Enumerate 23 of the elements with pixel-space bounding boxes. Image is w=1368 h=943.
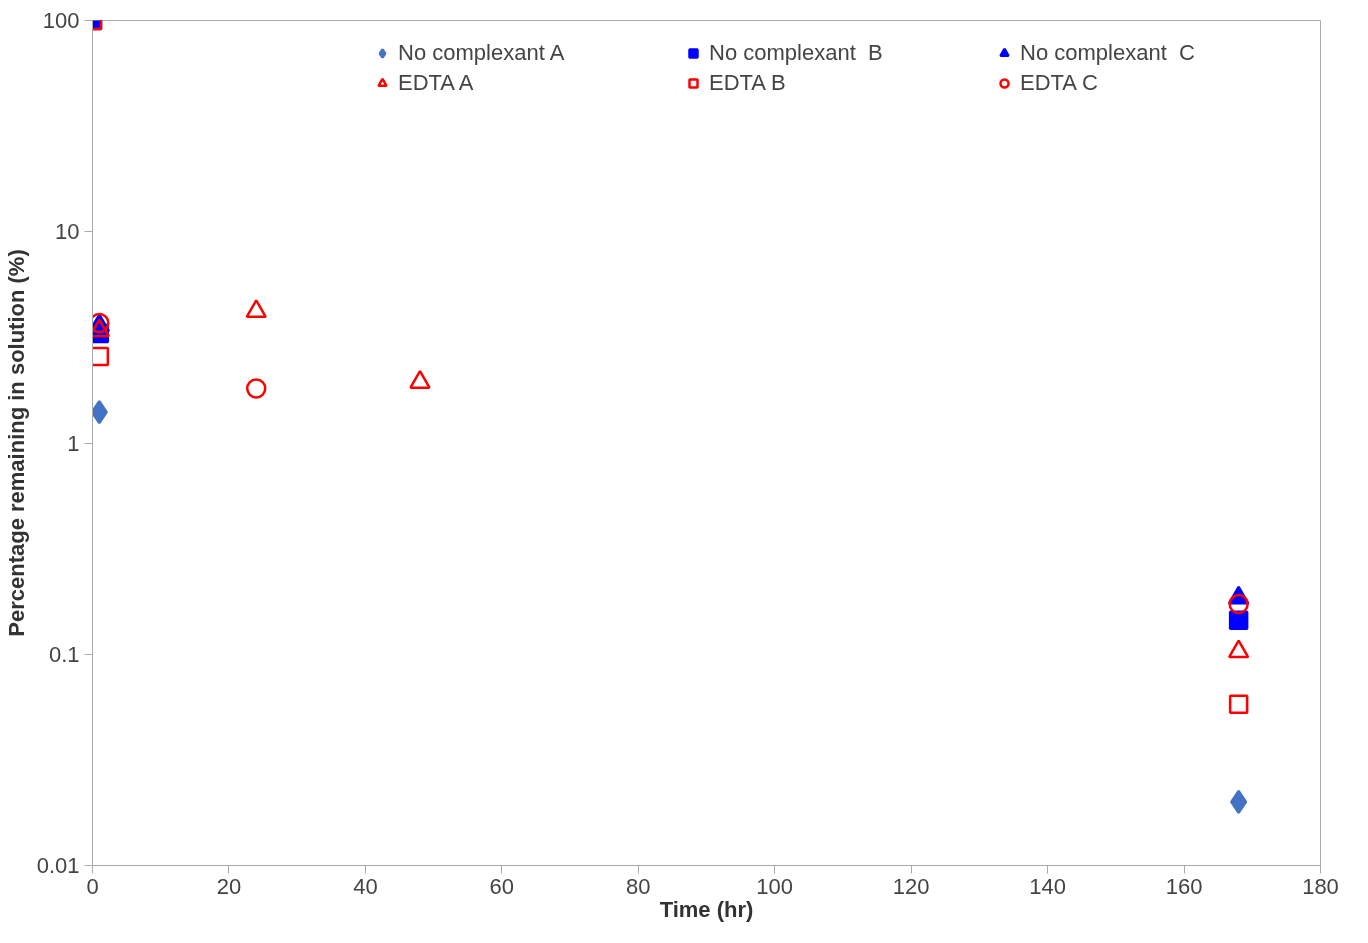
x-tick-label: 60 bbox=[489, 873, 515, 899]
x-tick-label: 0 bbox=[86, 873, 99, 899]
x-tick-label: 180 bbox=[1302, 873, 1339, 899]
y-tick-label: 1 bbox=[67, 430, 80, 456]
x-tick-label: 40 bbox=[353, 873, 378, 899]
x-tick-label: 100 bbox=[756, 873, 794, 899]
y-tick-label: 10 bbox=[55, 219, 80, 245]
x-tick-label: 120 bbox=[892, 873, 930, 899]
legend-label: No complexant B bbox=[709, 40, 884, 66]
legend-label: No complexant A bbox=[398, 40, 566, 66]
legend-label: EDTA A bbox=[398, 70, 475, 96]
x-tick-label: 160 bbox=[1165, 873, 1203, 899]
x-axis-title: Time (hr) bbox=[659, 896, 754, 922]
x-tick-label: 20 bbox=[216, 873, 242, 899]
y-tick-label: 100 bbox=[42, 8, 80, 33]
y-tick-label: 0.1 bbox=[48, 641, 80, 667]
legend-label: EDTA C bbox=[1020, 70, 1099, 96]
legend-label: No complexant C bbox=[1020, 40, 1196, 66]
x-tick-label: 80 bbox=[626, 873, 651, 899]
y-axis-title: Percentage remaining in solution (%) bbox=[3, 249, 29, 637]
y-tick-label: 0.01 bbox=[36, 853, 80, 878]
x-tick-label: 140 bbox=[1029, 873, 1066, 899]
legend-label: EDTA B bbox=[709, 70, 787, 96]
